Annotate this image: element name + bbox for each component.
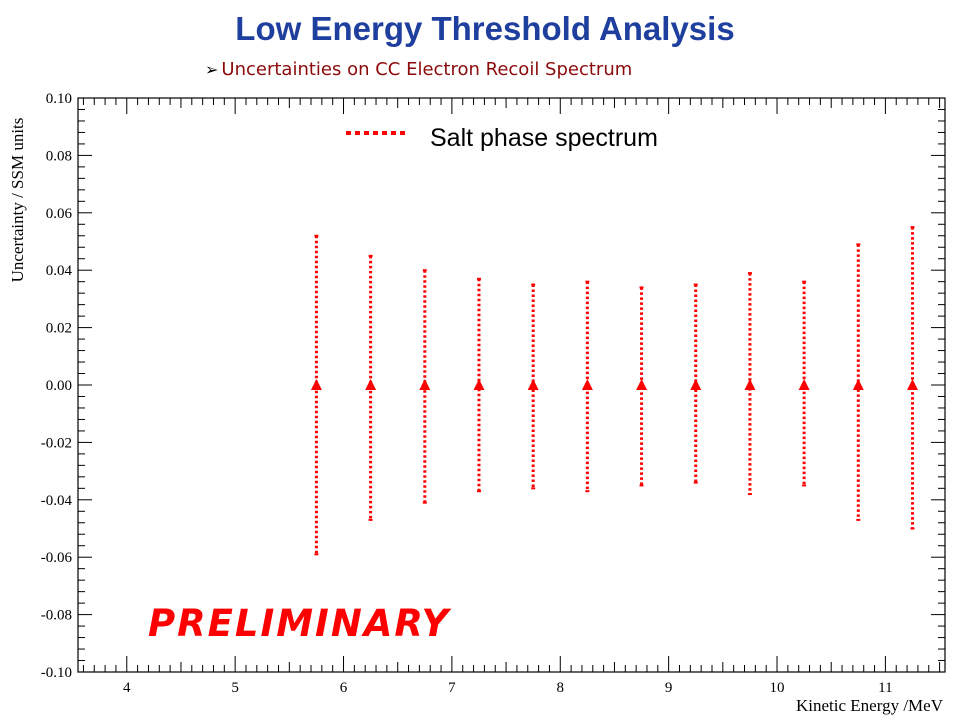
y-tick-label: 0.00 — [46, 378, 72, 394]
data-point-marker — [419, 379, 431, 390]
data-point-marker — [636, 379, 648, 390]
y-tick-label: 0.06 — [46, 206, 73, 222]
data-point-marker — [690, 379, 702, 390]
plot-frame — [77, 97, 946, 673]
data-point-marker — [852, 379, 864, 390]
x-tick-label: 11 — [878, 680, 892, 696]
y-tick-label: -0.08 — [41, 608, 72, 624]
y-tick-label: 0.08 — [46, 148, 72, 164]
preliminary-stamp: PRELIMINARY — [148, 602, 452, 645]
data-point-marker — [798, 379, 810, 390]
y-tick-label: -0.10 — [41, 665, 72, 681]
y-tick-label: 0.04 — [46, 263, 73, 279]
x-tick-label: 8 — [557, 680, 565, 696]
plot-border — [77, 97, 946, 673]
data-point-marker — [473, 379, 485, 390]
legend: Salt phase spectrum — [346, 124, 658, 152]
data-point-marker — [310, 379, 322, 390]
arrow-bullet-icon: ➢ — [205, 60, 219, 79]
y-tick-label: 0.10 — [46, 91, 72, 107]
y-tick-label: 0.02 — [46, 321, 72, 337]
x-tick-label: 4 — [123, 680, 131, 696]
y-tick-label: -0.06 — [41, 550, 73, 566]
y-tick-label: -0.04 — [41, 493, 73, 509]
data-point-marker — [744, 379, 756, 390]
x-tick-label: 9 — [665, 680, 673, 696]
y-axis-label: Uncertainty / SSM units — [8, 118, 27, 283]
x-tick-label: 6 — [340, 680, 348, 696]
subtitle-text: Uncertainties on CC Electron Recoil Spec… — [221, 59, 633, 80]
data-point-marker — [527, 379, 539, 390]
data-point-marker — [365, 379, 377, 390]
x-tick-label: 5 — [231, 680, 239, 696]
x-tick-label: 7 — [448, 680, 456, 696]
legend-label: Salt phase spectrum — [430, 124, 658, 152]
x-axis-label: Kinetic Energy /MeV — [796, 696, 944, 715]
slide-subtitle: ➢ Uncertainties on CC Electron Recoil Spe… — [205, 59, 632, 80]
data-point-marker — [581, 379, 593, 390]
x-tick-label: 10 — [770, 680, 785, 696]
series-salt-phase — [310, 226, 918, 556]
axis-ticks: -0.10 -0.08 -0.06 -0.04 -0.02 0.00 0.02 0.04 0.0… — [41, 91, 945, 696]
y-tick-label: -0.02 — [41, 435, 72, 451]
data-point-marker — [906, 379, 918, 390]
slide-title: Low Energy Threshold Analysis — [235, 10, 735, 47]
